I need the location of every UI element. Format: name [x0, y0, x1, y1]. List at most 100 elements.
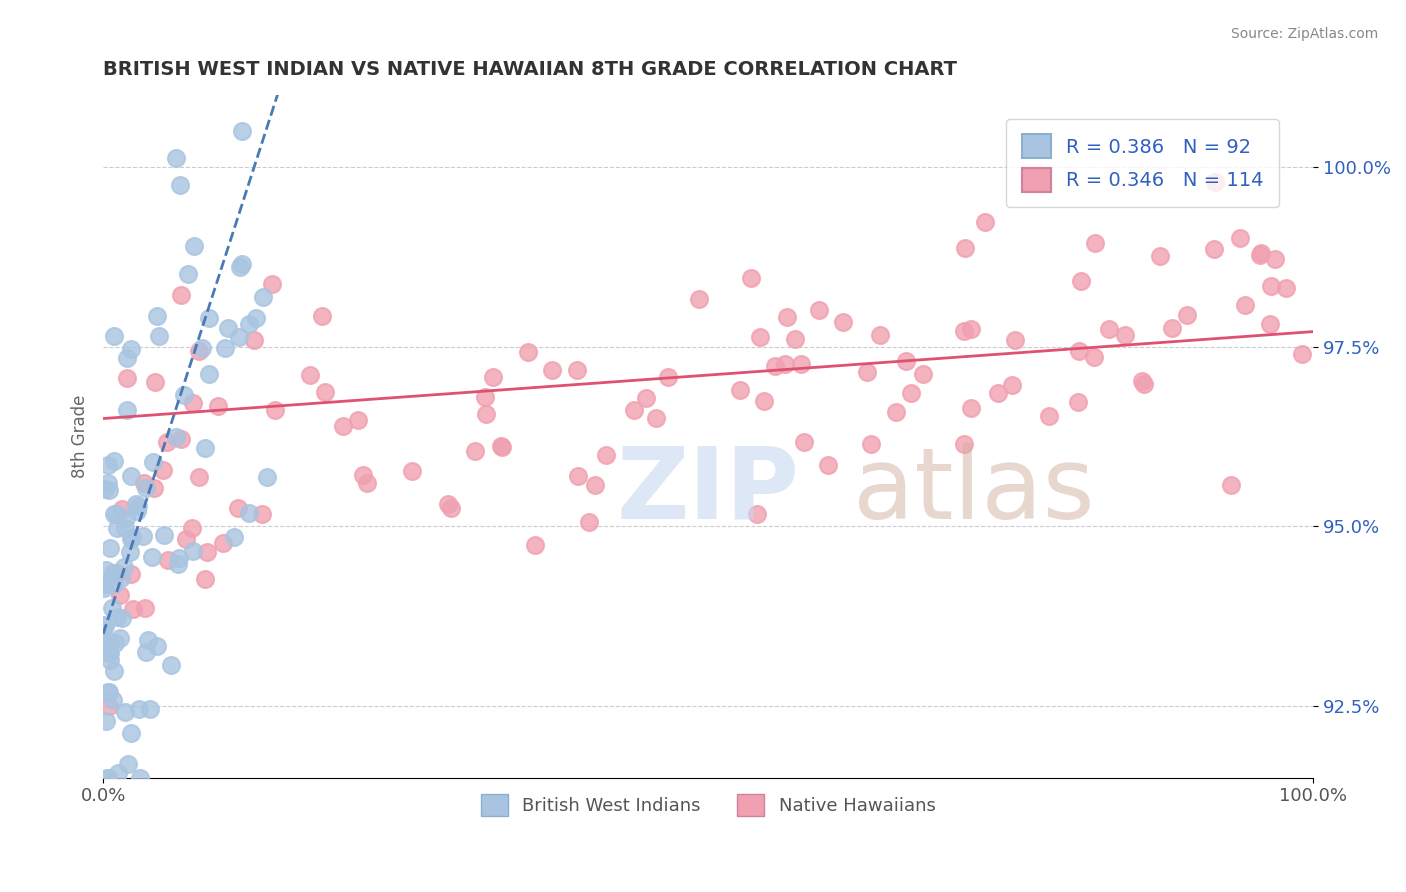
Point: [314, 384, 336, 399]
Point: [135, 482, 157, 496]
Point: [541, 363, 564, 377]
Point: [1175, 308, 1198, 322]
Point: [238, 507, 260, 521]
Point: [953, 241, 976, 255]
Point: [491, 440, 513, 454]
Point: [94, 632, 117, 646]
Point: [170, 287, 193, 301]
Point: [475, 407, 498, 421]
Point: [134, 476, 156, 491]
Point: [129, 771, 152, 785]
Point: [98, 646, 121, 660]
Point: [623, 403, 645, 417]
Point: [98, 698, 121, 713]
Point: [125, 497, 148, 511]
Point: [1249, 248, 1271, 262]
Point: [245, 311, 267, 326]
Point: [198, 311, 221, 326]
Point: [105, 610, 128, 624]
Point: [332, 418, 354, 433]
Point: [228, 260, 250, 275]
Point: [748, 329, 770, 343]
Point: [1260, 318, 1282, 332]
Point: [111, 502, 134, 516]
Point: [143, 481, 166, 495]
Point: [103, 507, 125, 521]
Point: [728, 384, 751, 398]
Point: [115, 370, 138, 384]
Point: [226, 500, 249, 515]
Point: [134, 600, 156, 615]
Point: [567, 468, 589, 483]
Point: [122, 602, 145, 616]
Point: [474, 390, 496, 404]
Point: [1070, 274, 1092, 288]
Point: [120, 343, 142, 357]
Point: [1202, 242, 1225, 256]
Point: [177, 267, 200, 281]
Point: [127, 499, 149, 513]
Point: [886, 405, 908, 419]
Point: [97, 636, 120, 650]
Point: [98, 483, 121, 498]
Point: [808, 303, 831, 318]
Point: [583, 478, 606, 492]
Point: [120, 567, 142, 582]
Point: [1233, 298, 1256, 312]
Point: [138, 702, 160, 716]
Point: [105, 520, 128, 534]
Point: [93, 575, 115, 590]
Point: [959, 322, 981, 336]
Point: [174, 532, 197, 546]
Point: [1038, 409, 1060, 423]
Point: [127, 503, 149, 517]
Point: [146, 310, 169, 324]
Point: [752, 394, 775, 409]
Point: [110, 631, 132, 645]
Point: [160, 657, 183, 672]
Point: [464, 444, 486, 458]
Point: [517, 344, 540, 359]
Point: [1084, 235, 1107, 250]
Point: [911, 367, 934, 381]
Point: [298, 368, 321, 382]
Point: [1133, 376, 1156, 391]
Point: [565, 363, 588, 377]
Point: [169, 178, 191, 193]
Point: [817, 458, 839, 473]
Point: [238, 317, 260, 331]
Point: [1250, 245, 1272, 260]
Point: [173, 388, 195, 402]
Point: [1219, 478, 1241, 492]
Point: [155, 435, 177, 450]
Point: [1149, 249, 1171, 263]
Point: [231, 124, 253, 138]
Point: [212, 535, 235, 549]
Point: [105, 566, 128, 580]
Point: [114, 521, 136, 535]
Point: [578, 515, 600, 529]
Point: [103, 454, 125, 468]
Point: [224, 530, 246, 544]
Point: [644, 411, 666, 425]
Point: [110, 611, 132, 625]
Point: [98, 653, 121, 667]
Point: [987, 386, 1010, 401]
Point: [356, 475, 378, 490]
Point: [98, 685, 121, 699]
Point: [187, 469, 209, 483]
Point: [181, 395, 204, 409]
Point: [108, 588, 131, 602]
Point: [217, 320, 239, 334]
Point: [401, 463, 423, 477]
Point: [214, 341, 236, 355]
Text: ZIP: ZIP: [617, 442, 800, 540]
Point: [489, 440, 512, 454]
Point: [120, 469, 142, 483]
Point: [352, 468, 374, 483]
Point: [112, 559, 135, 574]
Point: [595, 448, 617, 462]
Point: [145, 639, 167, 653]
Point: [120, 726, 142, 740]
Point: [311, 309, 333, 323]
